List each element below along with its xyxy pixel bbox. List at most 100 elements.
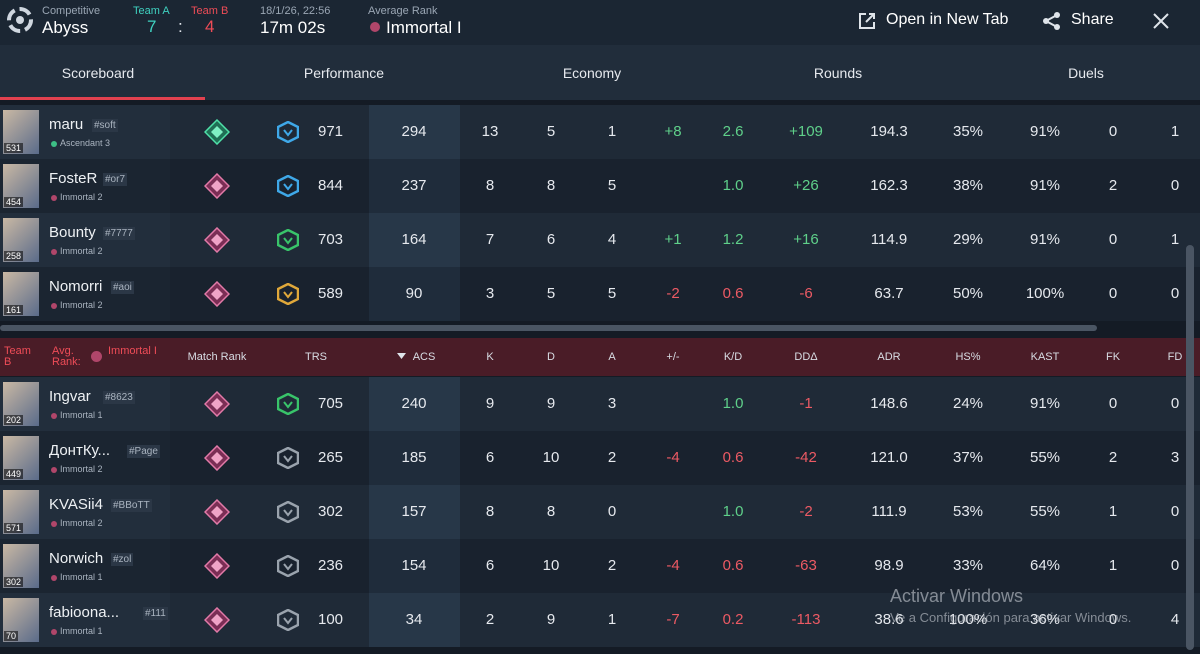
- stat-adr: 63.7: [874, 285, 904, 302]
- stat-kast: 91%: [1029, 231, 1061, 248]
- player-rank: Immortal 1: [60, 626, 103, 636]
- trs-value: 971: [318, 123, 344, 140]
- acs-column: [369, 593, 460, 647]
- player-name: Ingvar: [49, 388, 91, 405]
- stat-k: 6: [485, 449, 495, 466]
- stat-kd: 0.6: [722, 557, 744, 574]
- stat-d: 9: [546, 611, 556, 628]
- player-level: 454: [4, 197, 24, 207]
- player-tag: #111: [143, 607, 168, 620]
- player-rank: Immortal 1: [60, 572, 103, 582]
- trs-icon: [277, 175, 299, 197]
- stat-fd: 3: [1170, 449, 1180, 466]
- trs-value: 705: [318, 395, 344, 412]
- rank-dot: [51, 575, 57, 581]
- stat-kd: 1.0: [722, 177, 744, 194]
- team-a-score: 7: [147, 17, 157, 36]
- stat-d: 6: [546, 231, 556, 248]
- team-b-header: [0, 338, 1200, 376]
- tab[interactable]: Performance: [303, 65, 385, 81]
- rank-icon: [370, 22, 380, 32]
- scrollbar: [1186, 245, 1194, 650]
- stat-a: 5: [607, 177, 617, 194]
- stat-fd: 0: [1170, 503, 1180, 520]
- tab[interactable]: Rounds: [813, 65, 863, 81]
- row: [0, 593, 1200, 647]
- stat-fd: 0: [1170, 557, 1180, 574]
- column-header: Match Rank: [187, 351, 247, 363]
- tab[interactable]: Economy: [562, 65, 622, 81]
- acs-column: [369, 431, 460, 485]
- stat-k: 9: [485, 395, 495, 412]
- player-level: 161: [4, 305, 24, 315]
- match-rank-icon: [204, 607, 230, 633]
- team-b-avg-rank: Immortal I: [108, 345, 157, 357]
- player-tag: #aoi: [111, 281, 134, 294]
- player-rank: Immortal 1: [60, 410, 103, 420]
- open-new-tab[interactable]: Open in New Tab: [886, 11, 1009, 28]
- stat-pm: -4: [666, 557, 680, 574]
- stat-hs: 24%: [952, 395, 984, 412]
- stat-k: 7: [485, 231, 495, 248]
- player-tag: #8623: [103, 391, 135, 404]
- player-level: 202: [4, 415, 24, 425]
- trs-icon: [277, 555, 299, 577]
- match-rank-icon: [204, 499, 230, 525]
- stat-pm: -2: [666, 285, 680, 302]
- player-level: 302: [4, 577, 24, 587]
- tab[interactable]: Duels: [1068, 65, 1104, 81]
- acs-column: [369, 213, 460, 267]
- column-header: D: [547, 351, 555, 363]
- trs-icon: [277, 229, 299, 251]
- stat-dd: +26: [793, 177, 819, 194]
- logo: [7, 7, 33, 33]
- stat-adr: 38.6: [874, 611, 904, 628]
- stat-k: 6: [485, 557, 495, 574]
- stat-k: 8: [485, 503, 495, 520]
- stat-a: 2: [607, 449, 617, 466]
- stat-dd: -113: [791, 611, 821, 628]
- player-name: Bounty: [49, 224, 96, 241]
- stat-fk: 0: [1108, 123, 1118, 140]
- trs-value: 100: [318, 611, 344, 628]
- rank-icon: [91, 351, 102, 362]
- player-tag: #BBoTT: [111, 499, 152, 512]
- stat-acs: 185: [401, 449, 427, 466]
- stat-hs: 50%: [952, 285, 984, 302]
- column-header: ACS: [412, 351, 436, 363]
- header-bar: [0, 0, 1200, 45]
- mode: Competitive: [42, 5, 101, 17]
- stat-kd: 0.6: [722, 285, 744, 302]
- sort-arrow: [397, 353, 406, 359]
- player-level: 258: [4, 251, 24, 261]
- stat-fk: 2: [1108, 449, 1118, 466]
- match-rank-icon: [204, 553, 230, 579]
- player-level: 449: [4, 469, 24, 479]
- team-b-score: 4: [205, 17, 215, 36]
- trs-icon: [277, 283, 299, 305]
- close-button[interactable]: [1151, 11, 1171, 31]
- open-icon: [859, 13, 875, 29]
- stat-kast: 100%: [1025, 285, 1065, 302]
- share[interactable]: Share: [1071, 11, 1114, 28]
- stat-k: 3: [485, 285, 495, 302]
- stat-hs: 33%: [952, 557, 984, 574]
- trs-value: 703: [318, 231, 344, 248]
- stat-a: 5: [607, 285, 617, 302]
- match-date: 18/1/26, 22:56: [260, 5, 331, 17]
- tab[interactable]: Scoreboard: [61, 65, 135, 81]
- player-tag: #zol: [111, 553, 134, 566]
- team-b-label: Team B: [191, 5, 229, 17]
- rank-dot: [51, 521, 57, 527]
- player-name: Nomorri: [49, 278, 103, 295]
- stat-dd: +16: [793, 231, 819, 248]
- player-rank: Immortal 2: [60, 518, 103, 528]
- stat-hs: 29%: [952, 231, 984, 248]
- player-tag: #soft: [92, 119, 118, 132]
- match-duration: 17m 02s: [260, 18, 326, 37]
- score-separator: :: [178, 17, 183, 36]
- stat-kast: 91%: [1029, 123, 1061, 140]
- stat-acs: 154: [401, 557, 427, 574]
- rank-dot: [51, 413, 57, 419]
